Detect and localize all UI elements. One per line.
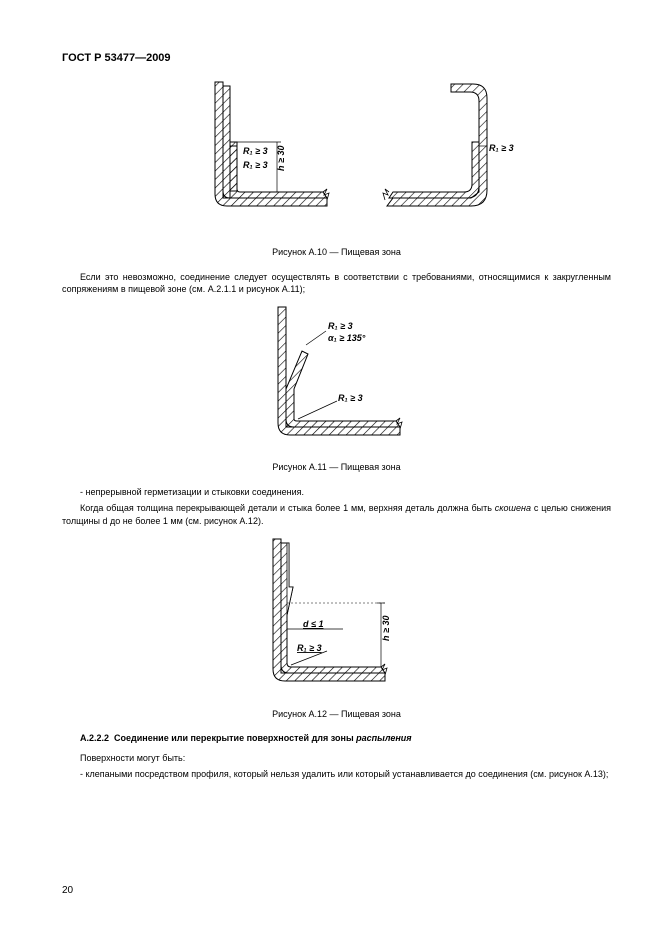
fig10-label-r1b: R₁ ≥ 3 [243,160,268,170]
figure-a11-caption: Рисунок А.11 — Пищевая зона [62,462,611,472]
fig12-label-h: h ≥ 30 [381,615,391,640]
figure-a12-caption: Рисунок А.12 — Пищевая зона [62,709,611,719]
fig11-label-r1a: R₁ ≥ 3 [328,321,353,331]
figure-a10: R₁ ≥ 3 R₁ ≥ 3 h ≥ 30 R₁ ≥ 3 [62,76,611,241]
fig11-label-r1b: R₁ ≥ 3 [338,393,363,403]
figure-a12: d ≤ 1 R₁ ≥ 3 h ≥ 30 [62,533,611,703]
fig12-label-d: d ≤ 1 [303,619,323,629]
figure-a11: R₁ ≥ 3 α₁ ≥ 135° R₁ ≥ 3 [62,301,611,456]
paragraph-2b: Когда общая толщина перекрывающей детали… [62,502,611,526]
paragraph-2a: - непрерывной герметизации и стыковки со… [62,486,611,498]
fig12-label-r1: R₁ ≥ 3 [297,643,322,653]
section-a222-title: А.2.2.2 Соединение или перекрытие поверх… [62,733,611,743]
para2b-italic: скошена [495,503,531,513]
figure-a10-caption: Рисунок А.10 — Пищевая зона [62,247,611,257]
section-title-pre: Соединение или перекрытие поверхностей д… [114,733,356,743]
page-number: 20 [62,885,73,896]
para2b-pre: Когда общая толщина перекрывающей детали… [80,503,495,513]
paragraph-3: Поверхности могут быть: [62,752,611,764]
section-title-italic: распыления [356,733,411,743]
fig11-label-alpha: α₁ ≥ 135° [328,333,366,343]
paragraph-1: Если это невозможно, соединение следует … [62,271,611,295]
fig10-label-r1c: R₁ ≥ 3 [489,143,514,153]
paragraph-4: - клепаными посредством профиля, который… [62,768,611,780]
page: ГОСТ Р 53477—2009 R₁ ≥ 3 R₁ ≥ 3 h ≥ 30 [0,0,661,936]
standard-header: ГОСТ Р 53477—2009 [62,52,611,64]
fig10-label-h: h ≥ 30 [276,146,286,171]
fig10-label-r1a: R₁ ≥ 3 [243,146,268,156]
section-num: А.2.2.2 [80,733,109,743]
